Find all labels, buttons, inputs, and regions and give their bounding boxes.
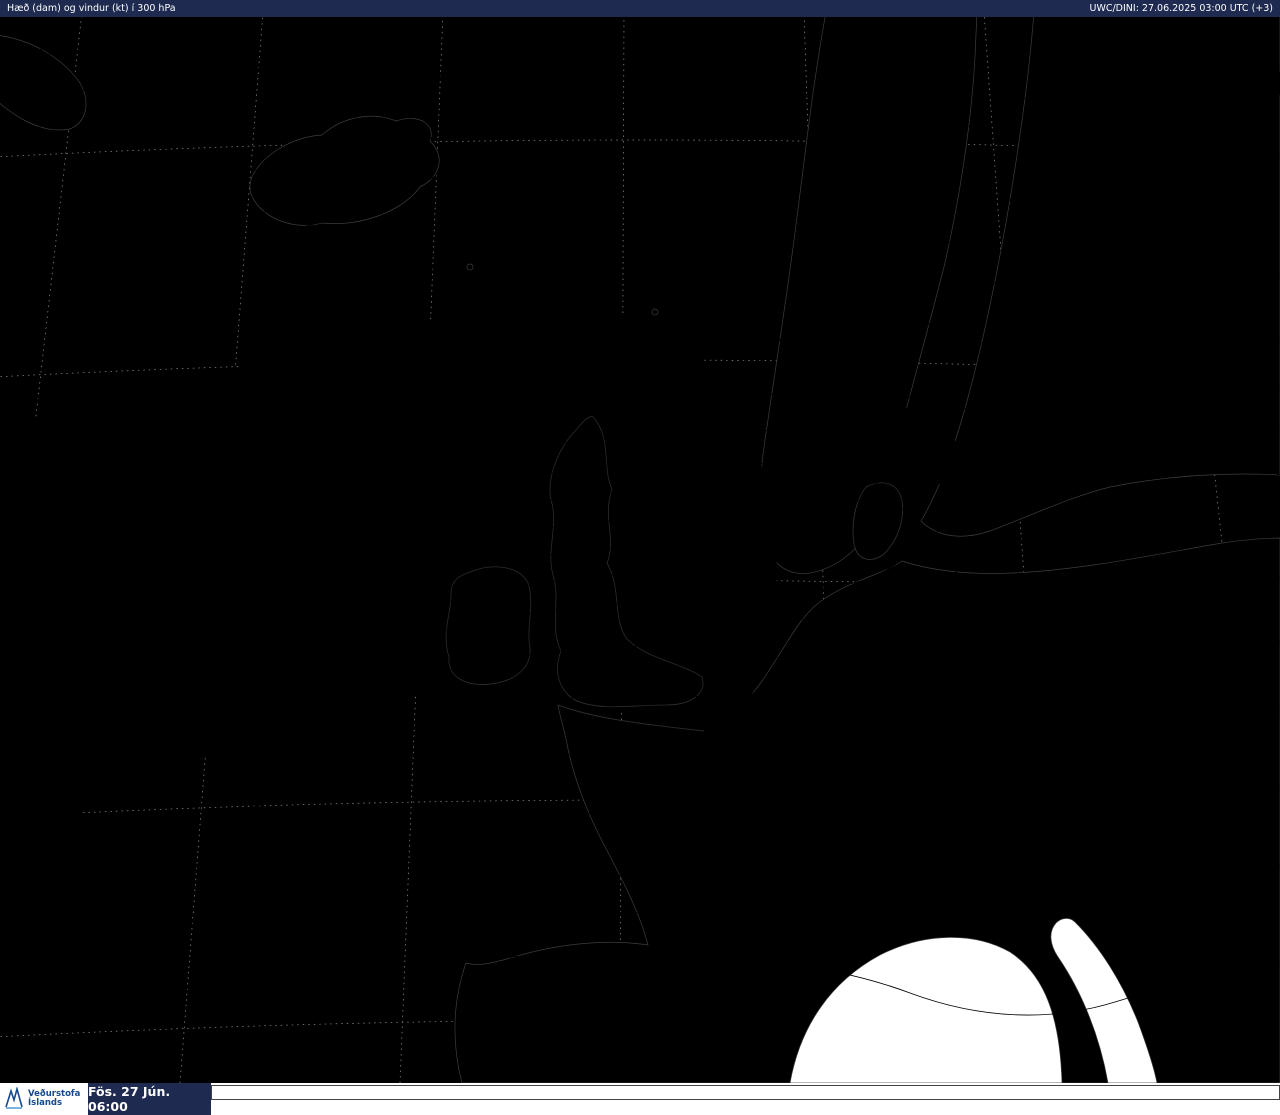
legend-color-bar: [211, 1085, 1280, 1100]
sea-western-med: [789, 937, 1063, 1083]
isoline-916: [0, 148, 1280, 573]
sea-overlay-layer: [789, 918, 1158, 1083]
isoline-900: [0, 17, 672, 407]
chart-title: Hæð (dam) og vindur (kt) í 300 hPa: [7, 3, 176, 14]
isoline-904: [0, 17, 793, 472]
weather-map: [0, 17, 1280, 1083]
wind-speed-shading-layer: [0, 39, 1280, 857]
isoline-952: [0, 710, 1280, 857]
isoline-884: [39, 66, 358, 178]
isoline-932: [0, 412, 1280, 685]
isoline-968-high: [509, 911, 734, 1025]
coast-britain: [549, 416, 704, 708]
shade-denmark-green: [819, 405, 957, 505]
isoline-944: [0, 570, 1280, 777]
wind-speed-legend: [211, 1083, 1280, 1115]
shade-scotland-blue: [547, 484, 594, 525]
isoline-912: [0, 64, 1280, 542]
shade-jet-dark-blue: [6, 540, 313, 645]
isoline-888: [0, 31, 449, 222]
isoline-892a: [0, 48, 159, 74]
isoline-936: [0, 460, 1280, 711]
isoline-896: [0, 17, 605, 339]
footer-bar: Veðurstofa Íslands Fös. 27 Jún. 06:00: [0, 1083, 1280, 1115]
map-area: [0, 17, 1280, 1083]
coastline-overlay-layer: [445, 416, 904, 732]
isoline-920: [0, 256, 1280, 603]
header-bar: Hæð (dam) og vindur (kt) í 300 hPa UWC/D…: [0, 0, 1280, 17]
isoline-924-finland: [1097, 180, 1173, 225]
land-finland-russia: [920, 17, 1280, 537]
isoline-892: [0, 17, 539, 269]
valid-time-badge: Fös. 27 Jún. 06:00: [88, 1083, 211, 1115]
land-iceland: [249, 115, 440, 226]
isoline-928: [0, 364, 1280, 659]
isoline-960: [0, 864, 1280, 952]
logo-line1: Veðurstofa: [28, 1088, 81, 1099]
legend-tick-labels: [211, 1100, 1280, 1113]
sea-adriatic: [1050, 918, 1158, 1083]
isoline-924: [0, 314, 1280, 631]
coast-channel: [557, 704, 705, 732]
isoline-940: [0, 510, 1280, 739]
logo-line2: Íslands: [28, 1098, 63, 1108]
met-office-logo-icon: [5, 1087, 23, 1109]
isoline-928-finland: [1059, 164, 1211, 242]
coast-denmark: [852, 482, 904, 560]
land-faroe: [466, 263, 474, 271]
coast-ireland: [445, 566, 532, 685]
land-greenland: [0, 35, 87, 131]
met-office-logo: Veðurstofa Íslands: [0, 1083, 88, 1115]
run-info: UWC/DINI: 27.06.2025 03:00 UTC (+3): [1089, 3, 1273, 14]
isoline-964: [0, 951, 1280, 1016]
land-scandinavia: [760, 17, 978, 574]
land-shetland: [651, 308, 659, 316]
isoline-908: [0, 17, 848, 509]
isoline-956: [0, 786, 1280, 902]
isoline-layer: [0, 17, 1280, 1025]
isoline-948: [0, 636, 1280, 817]
